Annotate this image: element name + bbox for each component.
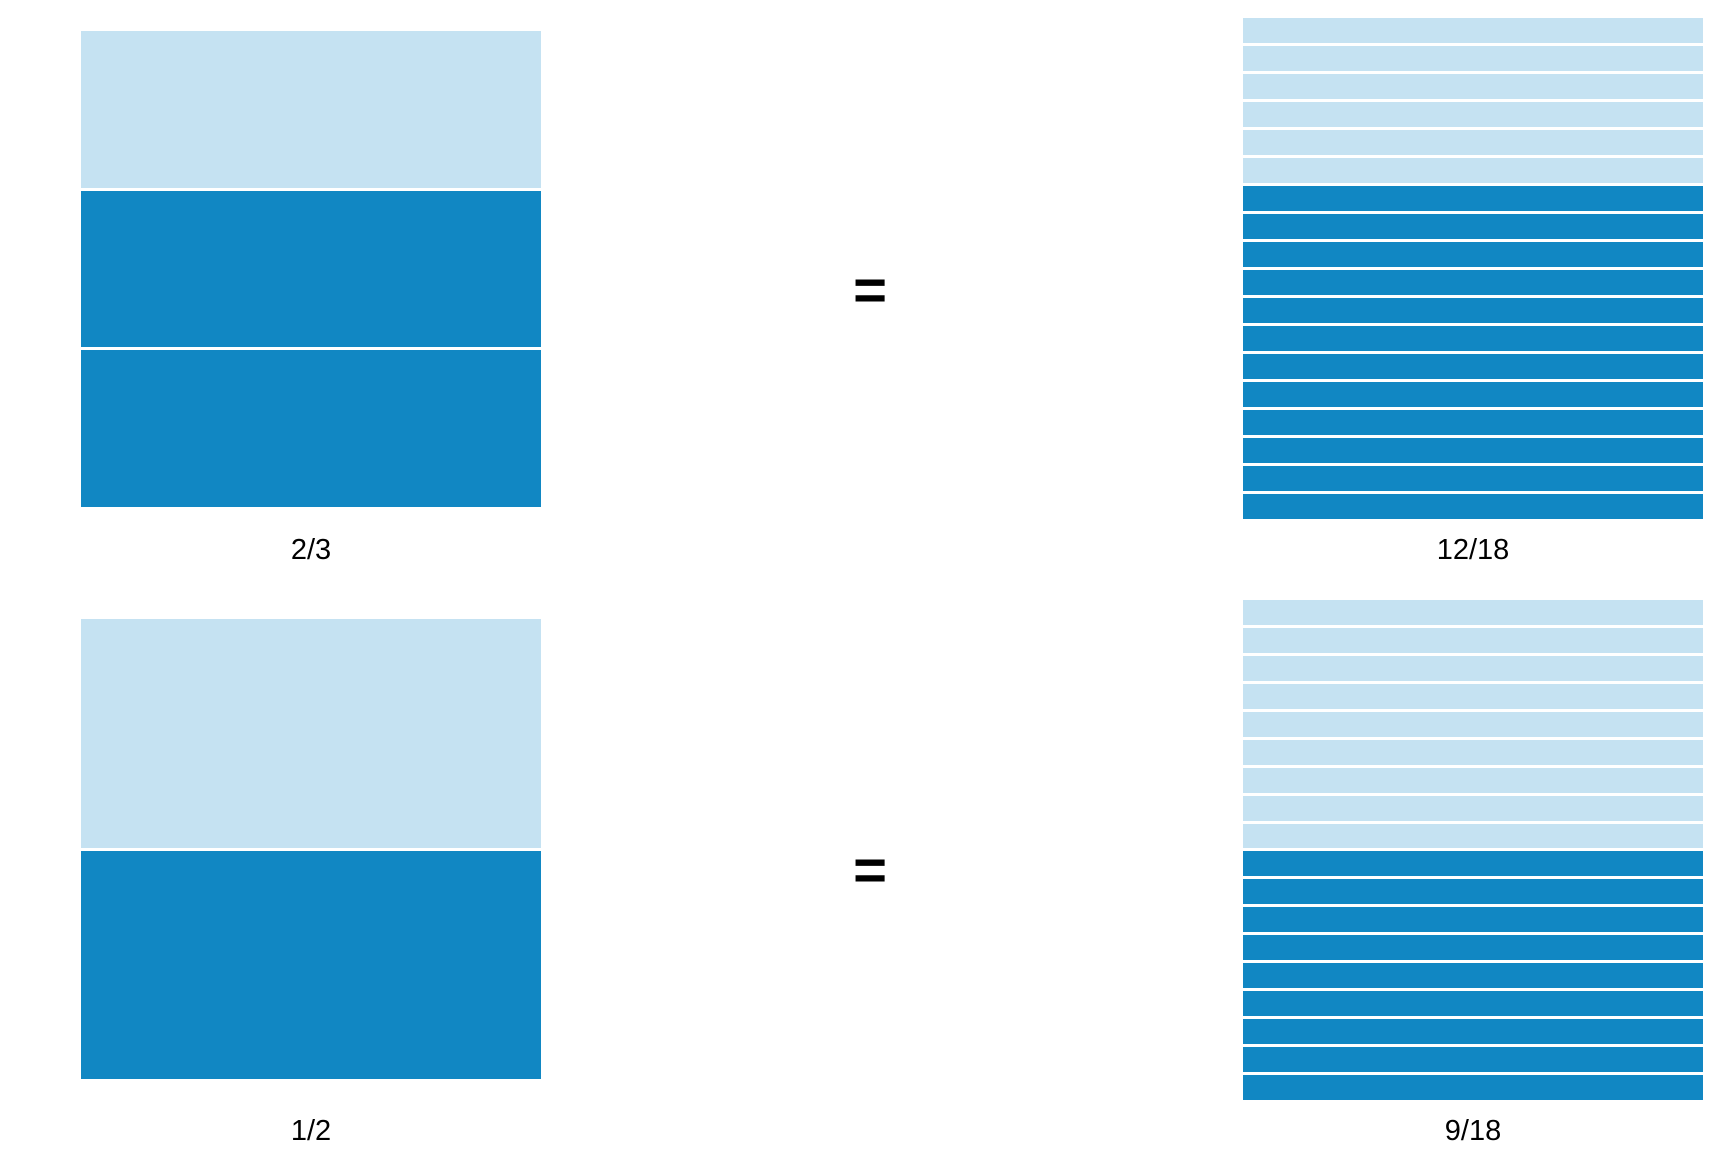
shaded-part bbox=[1243, 295, 1703, 323]
fraction-label-twelve-eighteenths: 12/18 bbox=[1436, 534, 1510, 566]
fraction-bar-nine-eighteenths bbox=[1243, 600, 1703, 1100]
shaded-part bbox=[1243, 407, 1703, 435]
shaded-part bbox=[1243, 876, 1703, 905]
shaded-part bbox=[1243, 379, 1703, 407]
shaded-part bbox=[1243, 904, 1703, 933]
unshaded-part bbox=[1243, 820, 1703, 849]
unshaded-part bbox=[1243, 155, 1703, 183]
unshaded-part bbox=[81, 619, 541, 848]
unshaded-part bbox=[1243, 600, 1703, 625]
shaded-part bbox=[1243, 1016, 1703, 1044]
unshaded-part bbox=[1243, 792, 1703, 821]
shaded-part bbox=[1243, 267, 1703, 295]
shaded-part bbox=[1243, 1044, 1703, 1072]
unshaded-part bbox=[1243, 680, 1703, 709]
fraction-label-two-thirds: 2/3 bbox=[290, 534, 332, 566]
unshaded-part bbox=[1243, 764, 1703, 793]
shaded-part bbox=[1243, 932, 1703, 961]
unshaded-part bbox=[81, 31, 541, 188]
unshaded-part bbox=[1243, 736, 1703, 765]
shaded-part bbox=[1243, 1071, 1703, 1100]
fraction-bar-twelve-eighteenths bbox=[1243, 18, 1703, 519]
fraction-label-nine-eighteenths: 9/18 bbox=[1444, 1115, 1502, 1147]
shaded-part bbox=[81, 347, 541, 508]
shaded-part bbox=[1243, 239, 1703, 267]
shaded-part bbox=[1243, 988, 1703, 1017]
shaded-part bbox=[1243, 960, 1703, 989]
shaded-part bbox=[81, 847, 541, 1079]
unshaded-part bbox=[1243, 18, 1703, 43]
shaded-part bbox=[1243, 463, 1703, 491]
shaded-part bbox=[1243, 848, 1703, 877]
unshaded-part bbox=[1243, 43, 1703, 71]
unshaded-part bbox=[1243, 652, 1703, 681]
shaded-part bbox=[1243, 211, 1703, 239]
unshaded-part bbox=[1243, 71, 1703, 99]
fraction-label-one-half: 1/2 bbox=[290, 1115, 332, 1147]
equals-sign: = bbox=[853, 258, 887, 323]
shaded-part bbox=[1243, 491, 1703, 519]
unshaded-part bbox=[1243, 624, 1703, 653]
shaded-part bbox=[1243, 183, 1703, 211]
unshaded-part bbox=[1243, 99, 1703, 127]
equals-sign: = bbox=[853, 838, 887, 903]
unshaded-part bbox=[1243, 708, 1703, 737]
shaded-part bbox=[1243, 323, 1703, 351]
shaded-part bbox=[1243, 435, 1703, 463]
shaded-part bbox=[1243, 351, 1703, 379]
fraction-bar-two-thirds bbox=[81, 31, 541, 508]
fraction-bar-one-half bbox=[81, 619, 541, 1079]
unshaded-part bbox=[1243, 127, 1703, 155]
shaded-part bbox=[81, 187, 541, 348]
